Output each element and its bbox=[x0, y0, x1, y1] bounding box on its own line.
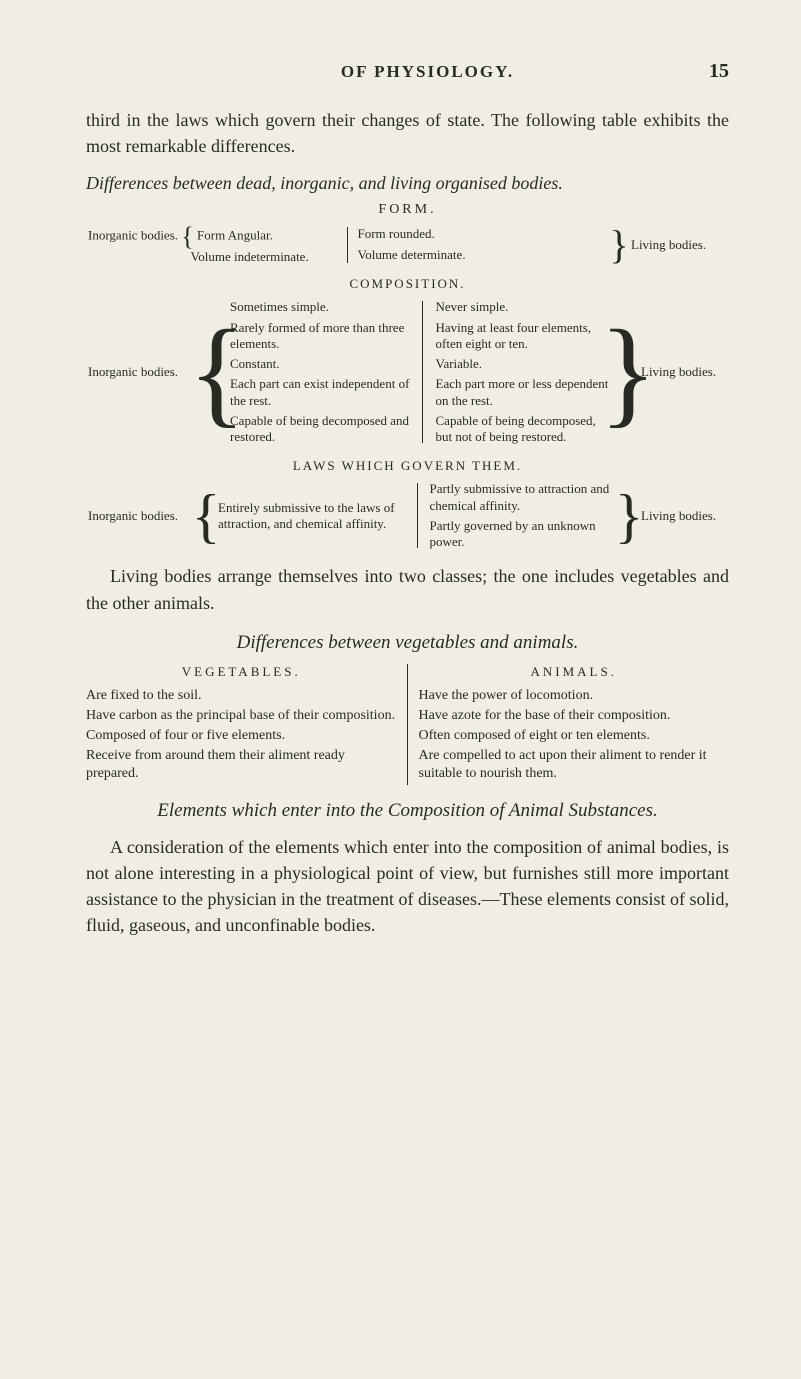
form-left-label: Inorganic bodies. bbox=[88, 228, 178, 243]
form-right-item-0: Form rounded. bbox=[358, 226, 608, 243]
veg-separator bbox=[397, 664, 419, 786]
composition-table: Inorganic bodies. { Sometimes simple. Ra… bbox=[86, 298, 729, 446]
laws-left-text: Entirely submissive to the laws of attra… bbox=[216, 480, 408, 551]
comp-left-4: Capable of being decomposed and restored… bbox=[230, 413, 410, 446]
veg-left-0: Are fixed to the soil. bbox=[86, 687, 397, 705]
laws-table: Inorganic bodies. { Entirely submissive … bbox=[86, 480, 729, 551]
form-table: Inorganic bodies. { Form Angular. Inorga… bbox=[86, 224, 729, 266]
veg-col-head-left: VEGETABLES. bbox=[86, 664, 397, 681]
form-separator bbox=[340, 224, 356, 266]
comp-separator bbox=[412, 298, 434, 446]
comp-left-0: Sometimes simple. bbox=[230, 299, 410, 315]
comp-right-3: Each part more or less dependent on the … bbox=[436, 376, 616, 409]
form-right-label: Living bodies. bbox=[629, 224, 729, 266]
composition-heading: COMPOSITION. bbox=[86, 276, 729, 292]
laws-right-brace: } bbox=[619, 480, 639, 551]
laws-right-b: Partly governed by an unknown power. bbox=[430, 518, 618, 551]
running-title: OF PHYSIOLOGY. bbox=[341, 62, 514, 82]
comp-left-2: Constant. bbox=[230, 356, 410, 372]
comp-right-1: Having at least four elements, often eig… bbox=[436, 320, 616, 353]
laws-left-label: Inorganic bodies. bbox=[86, 480, 196, 551]
comp-left-1: Rarely formed of more than three element… bbox=[230, 320, 410, 353]
form-right-brace: } bbox=[609, 224, 629, 266]
veg-col-head-right: ANIMALS. bbox=[419, 664, 730, 681]
laws-separator bbox=[408, 480, 428, 551]
comp-left-brace: { bbox=[206, 298, 228, 446]
intro-paragraph: third in the laws which govern their cha… bbox=[86, 107, 729, 159]
veg-right-1: Have azote for the base of their composi… bbox=[419, 707, 730, 725]
elements-heading: Elements which enter into the Compositio… bbox=[86, 799, 729, 824]
page-number: 15 bbox=[709, 60, 729, 83]
laws-right-a: Partly submissive to attraction and chem… bbox=[430, 481, 618, 514]
form-left-item-0: Form Angular. bbox=[197, 228, 273, 243]
laws-heading: LAWS WHICH GOVERN THEM. bbox=[86, 458, 729, 474]
laws-right-label: Living bodies. bbox=[639, 480, 729, 551]
veg-table: VEGETABLES. Are fixed to the soil. Have … bbox=[86, 664, 729, 786]
running-head: OF PHYSIOLOGY. 15 bbox=[86, 60, 729, 83]
form-left-item-1: Volume indeterminate. bbox=[191, 249, 309, 264]
laws-left-brace: { bbox=[196, 480, 216, 551]
veg-right-3: Are compelled to act upon their aliment … bbox=[419, 747, 730, 783]
living-paragraph: Living bodies arrange themselves into tw… bbox=[86, 563, 729, 615]
veg-heading: Differences between vegetables and anima… bbox=[86, 632, 729, 654]
comp-right-2: Variable. bbox=[436, 356, 616, 372]
form-heading: FORM. bbox=[86, 202, 729, 218]
comp-right-brace: } bbox=[617, 298, 639, 446]
veg-left-3: Receive from around them their aliment r… bbox=[86, 747, 397, 783]
form-right-item-1: Volume determinate. bbox=[358, 247, 608, 264]
comp-right-label: Living bodies. bbox=[639, 298, 729, 446]
veg-right-0: Have the power of locomotion. bbox=[419, 687, 730, 705]
comp-right-0: Never simple. bbox=[436, 299, 616, 315]
comp-left-3: Each part can exist independent of the r… bbox=[230, 376, 410, 409]
veg-left-1: Have carbon as the principal base of the… bbox=[86, 707, 397, 725]
comp-right-4: Capable of being decomposed, but not of … bbox=[436, 413, 616, 446]
page: OF PHYSIOLOGY. 15 third in the laws whic… bbox=[0, 0, 801, 1379]
differences-heading: Differences between dead, inorganic, and… bbox=[86, 173, 729, 194]
veg-right-2: Often composed of eight or ten elements. bbox=[419, 727, 730, 745]
veg-left-2: Composed of four or five elements. bbox=[86, 727, 397, 745]
elements-paragraph: A consideration of the elements which en… bbox=[86, 834, 729, 938]
